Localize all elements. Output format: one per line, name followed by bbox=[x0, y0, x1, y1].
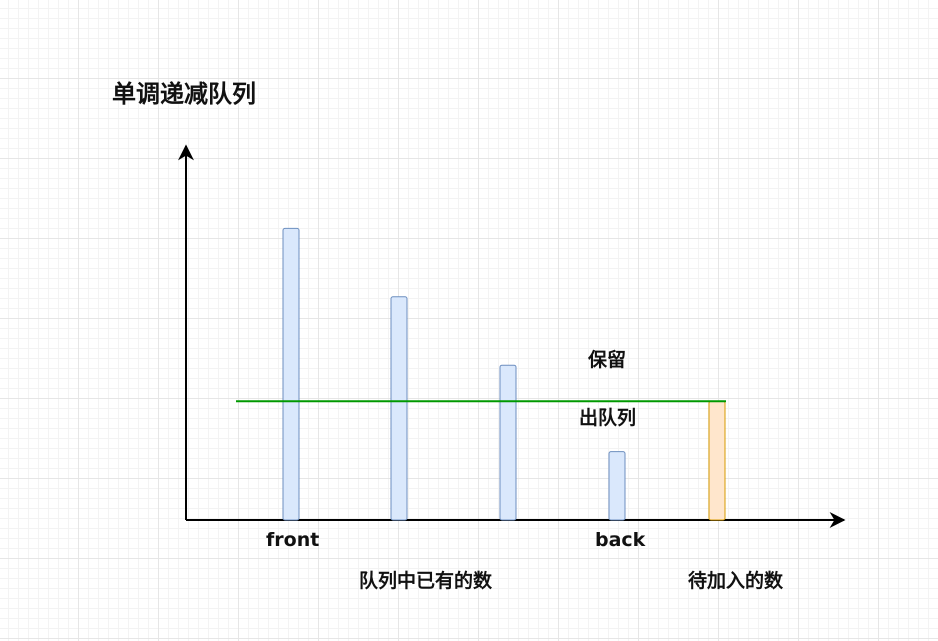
front-label: front bbox=[266, 529, 320, 551]
back-label: back bbox=[595, 529, 646, 551]
diagram-title: 单调递减队列 bbox=[112, 80, 256, 108]
existing-numbers-label: 队列中已有的数 bbox=[359, 570, 493, 592]
keep-label: 保留 bbox=[588, 349, 627, 371]
queue-bar-4 bbox=[608, 451, 626, 521]
pending-bar bbox=[708, 400, 726, 521]
queue-bar-2 bbox=[390, 296, 408, 521]
queue-bar-1 bbox=[282, 227, 300, 521]
bars-group bbox=[282, 227, 726, 521]
pop-label: 出队列 bbox=[579, 407, 637, 429]
queue-bar-3 bbox=[499, 364, 517, 521]
pending-number-label: 待加入的数 bbox=[688, 570, 784, 592]
